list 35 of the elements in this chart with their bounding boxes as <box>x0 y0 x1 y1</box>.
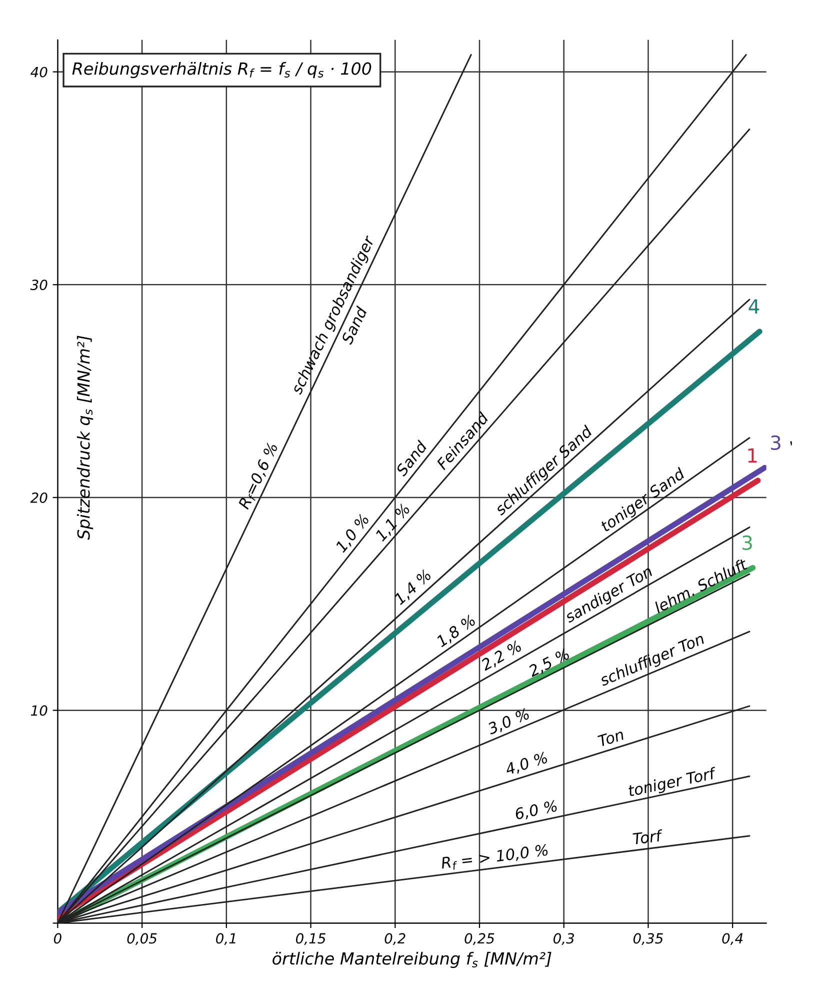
x-tick-label: 0,1 <box>216 933 236 946</box>
annotation: 1,4 % <box>393 568 433 606</box>
y-tick-label: 40 <box>30 66 48 78</box>
annotation: 2,5 % <box>527 648 571 679</box>
x-tick-label: 0,35 <box>633 933 663 946</box>
x-tick-label: 0 <box>54 933 62 944</box>
series-label: 3 <box>771 435 780 450</box>
x-tick-label: 0,4 <box>722 933 743 946</box>
x-axis-title: örtliche Mantelreibung f$_{s}$ [MN/m²] <box>272 952 552 968</box>
annotation: R$_{f}$ = > 10,0 % <box>440 844 548 872</box>
series-label: 4 <box>748 299 760 314</box>
annotation: Reibungsverhältnis R$_{f}$ = f$_{s}$ / q$_{s}$ · 100 <box>72 62 372 78</box>
x-tick-label: 0,3 <box>554 933 574 946</box>
series-label: 1 <box>748 448 757 463</box>
x-tick-label: 0,15 <box>296 933 326 946</box>
x-tick-label: 0,05 <box>127 933 157 946</box>
annotation: 2,2 % <box>480 640 523 672</box>
series-label: 3 <box>742 535 752 550</box>
annotation: Torf <box>632 829 664 845</box>
annotation: 1,0 % <box>334 513 371 554</box>
annotation: 4,0 % <box>504 752 548 777</box>
y-tick-label: 20 <box>30 492 48 503</box>
y-tick-label: 10 <box>30 705 48 716</box>
annotation: 1,1 % <box>374 502 412 543</box>
annotation: 1,8 % <box>435 614 477 649</box>
annotation: toniger Torf <box>628 766 718 800</box>
x-tick-label: 0,2 <box>384 933 406 946</box>
y-tick-label: 30 <box>30 280 48 290</box>
annotation: R$_{f}$=0,6 % <box>238 442 280 511</box>
annotation: Ton <box>597 728 624 747</box>
annotation: 3,0 % <box>486 708 530 736</box>
annotation: 6,0 % <box>514 800 558 822</box>
y-axis-title: Spitzendruck q$_{s}$ [MN/m²] <box>76 336 94 540</box>
x-tick-label: 0,25 <box>464 933 494 946</box>
annotation: , <box>788 441 794 446</box>
